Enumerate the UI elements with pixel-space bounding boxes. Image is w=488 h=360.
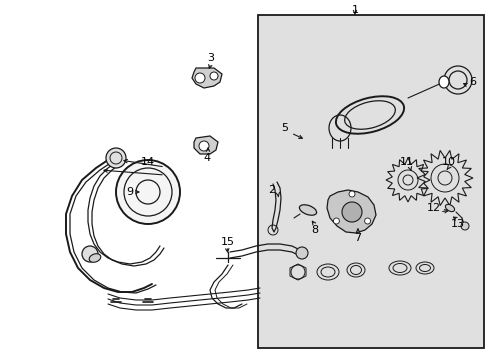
Text: 14: 14 [141,157,155,167]
Circle shape [195,73,204,83]
Text: 10: 10 [441,157,455,167]
Text: 2: 2 [268,185,275,195]
Circle shape [209,72,218,80]
FancyBboxPatch shape [258,15,483,348]
Text: 7: 7 [354,233,361,243]
Text: 11: 11 [399,157,413,167]
Circle shape [82,246,98,262]
Text: 3: 3 [207,53,214,63]
Text: 1: 1 [351,5,358,15]
Polygon shape [326,190,375,233]
Circle shape [364,218,370,224]
Text: 9: 9 [126,187,133,197]
Circle shape [116,160,180,224]
Circle shape [199,141,208,151]
Ellipse shape [445,204,454,212]
Polygon shape [194,136,218,154]
Circle shape [341,202,361,222]
Circle shape [333,218,339,224]
Text: 4: 4 [203,153,210,163]
Ellipse shape [89,254,101,262]
Circle shape [106,148,126,168]
Polygon shape [192,68,222,88]
Text: 13: 13 [450,219,464,229]
Circle shape [295,247,307,259]
Text: 15: 15 [221,237,235,247]
Ellipse shape [299,205,316,215]
Circle shape [348,191,354,197]
Text: 8: 8 [311,225,318,235]
Text: 6: 6 [468,77,475,87]
Text: 12: 12 [426,203,440,213]
Circle shape [460,222,468,230]
Ellipse shape [438,76,448,88]
Text: 5: 5 [281,123,288,133]
